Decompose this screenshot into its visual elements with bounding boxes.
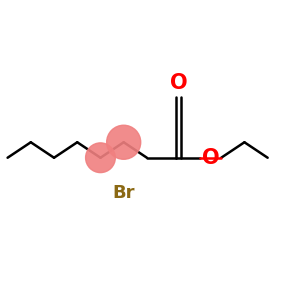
Circle shape — [85, 143, 115, 172]
Text: O: O — [170, 74, 188, 93]
Text: Br: Br — [112, 184, 135, 202]
Circle shape — [107, 125, 141, 159]
Text: O: O — [202, 148, 219, 168]
